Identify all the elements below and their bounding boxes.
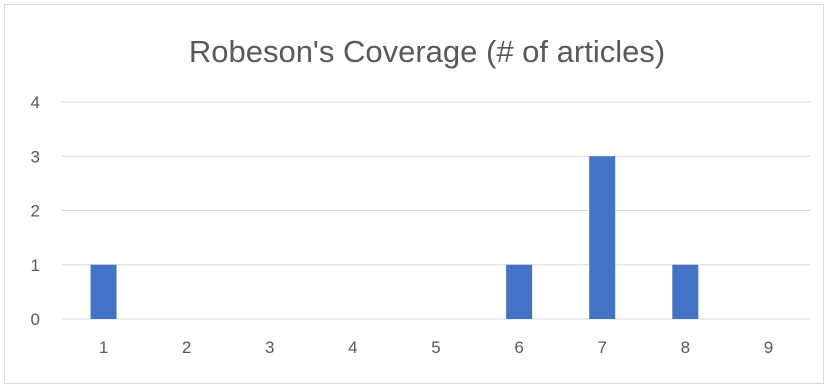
- y-tick-label: 2: [31, 202, 40, 221]
- x-tick-label: 5: [431, 338, 440, 357]
- x-tick-label: 1: [99, 338, 108, 357]
- y-tick-label: 4: [31, 93, 40, 112]
- x-tick-label: 8: [681, 338, 690, 357]
- x-tick-label: 7: [597, 338, 606, 357]
- y-tick-label: 3: [31, 147, 40, 166]
- chart-frame: [4, 4, 824, 384]
- bar-6: [506, 264, 533, 319]
- y-tick-label: 1: [31, 256, 40, 275]
- bar-7: [589, 156, 616, 319]
- bars: [90, 156, 699, 319]
- x-tick-label: 4: [348, 338, 357, 357]
- y-tick-label: 0: [31, 310, 40, 329]
- x-tick-label: 3: [265, 338, 274, 357]
- x-tick-label: 9: [764, 338, 773, 357]
- bar-8: [672, 264, 699, 319]
- chart-title: Robeson's Coverage (# of articles): [189, 34, 665, 69]
- bar-1: [90, 264, 117, 319]
- x-tick-label: 6: [514, 338, 523, 357]
- x-tick-label: 2: [182, 338, 191, 357]
- y-axis-tick-labels: 0 1 2 3 4: [31, 93, 40, 329]
- x-axis-tick-labels: 1 2 3 4 5 6 7 8 9: [99, 338, 773, 357]
